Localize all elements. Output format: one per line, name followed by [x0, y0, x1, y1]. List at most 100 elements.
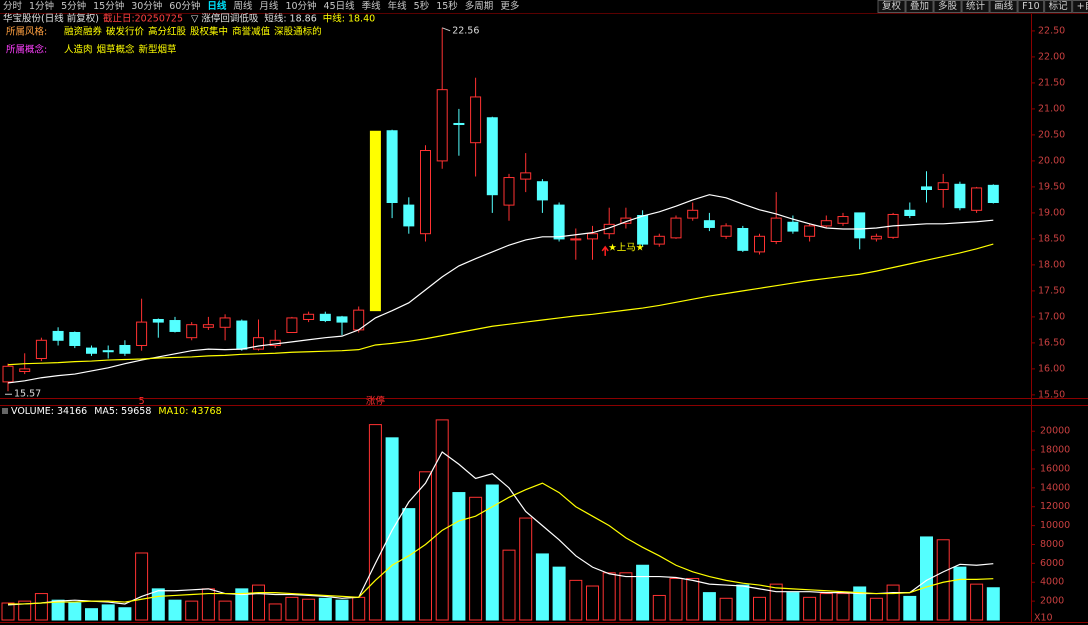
period-tab[interactable]: 30分钟: [131, 0, 162, 12]
volume-bar: [34, 593, 48, 621]
volume-bar: [51, 599, 65, 621]
tag: 商誉减值: [232, 26, 271, 38]
period-tab[interactable]: 5秒: [414, 0, 430, 12]
volume-bar: [986, 587, 1000, 621]
signal-label: ★上马★: [608, 242, 644, 253]
candle-body: [336, 316, 348, 323]
candle-body: [152, 318, 164, 323]
y-tick-label: 8000: [1040, 539, 1064, 550]
toolbar-button-label[interactable]: 统计: [966, 0, 986, 12]
y-tick-label: 17.00: [1038, 311, 1065, 322]
volume-bar: [318, 597, 332, 621]
volume-bar: [1, 602, 15, 621]
period-tab[interactable]: 15分钟: [93, 0, 124, 12]
candle-body: [69, 331, 81, 346]
volume-bar: [502, 549, 516, 621]
period-tab[interactable]: 周线: [233, 0, 253, 12]
toolbar-button[interactable]: [961, 0, 990, 13]
period-tab[interactable]: 更多: [500, 0, 519, 12]
y-tick-label: 20.50: [1038, 129, 1065, 140]
y-tick-label: 21.00: [1038, 103, 1065, 114]
volume-bar: [586, 585, 599, 621]
event-marker: 5: [139, 396, 145, 407]
period-tab[interactable]: 多周期: [465, 0, 494, 12]
candle-body: [637, 214, 649, 245]
y-tick-label: 6000: [1040, 558, 1064, 569]
toolbar-button[interactable]: [989, 0, 1018, 13]
toolbar-button[interactable]: [905, 0, 934, 13]
legend-value: 43768: [191, 406, 221, 417]
y-tick-label: 16.00: [1038, 363, 1065, 374]
tag: 股权集中: [190, 26, 228, 38]
candle-body: [587, 233, 598, 240]
volume-bar: [636, 564, 650, 621]
period-tab[interactable]: 分时: [3, 0, 23, 12]
candle-body: [553, 204, 565, 240]
y-tick-label: 16.50: [1038, 337, 1065, 348]
volume-bar: [469, 496, 483, 621]
candle-body: [453, 122, 465, 126]
toolbar-button-label[interactable]: F10: [1022, 1, 1040, 12]
strategy-name: ▽ 涨停回调低吸: [191, 13, 259, 25]
period-tab[interactable]: 年线: [388, 0, 408, 12]
candle-body: [754, 235, 765, 253]
period-tab[interactable]: 10分钟: [285, 0, 316, 12]
toolbar-button[interactable]: [1072, 0, 1088, 13]
candle-body: [804, 225, 816, 237]
toolbar-button-label[interactable]: 画线: [994, 0, 1014, 12]
legend-value: 34166: [57, 406, 87, 417]
moving-average-line: [7, 451, 994, 606]
signal-arrow: [601, 245, 609, 256]
y-tick-label: 17.50: [1038, 285, 1065, 296]
candle-body: [503, 177, 515, 206]
period-tab[interactable]: 季线: [362, 0, 382, 12]
period-tab[interactable]: 60分钟: [169, 0, 200, 12]
y-tick-label: 4000: [1040, 577, 1064, 588]
toolbar-button[interactable]: [877, 0, 906, 13]
volume-bar: [235, 588, 249, 621]
y-tick-label: 18.50: [1038, 233, 1065, 244]
candle-body: [720, 225, 732, 237]
period-tab[interactable]: 5分钟: [61, 0, 86, 12]
toolbar-button[interactable]: [1017, 0, 1045, 13]
y-tick-label: 18000: [1040, 445, 1070, 456]
volume-bar: [786, 592, 800, 621]
volume-bar: [302, 598, 316, 621]
volume-bar: [953, 566, 967, 621]
period-tab[interactable]: 月线: [259, 0, 279, 12]
volume-bar: [218, 600, 232, 621]
tag: 破发行价: [106, 26, 145, 38]
period-tab[interactable]: 45日线: [324, 0, 356, 12]
volume-bar: [252, 584, 265, 621]
candle-body: [820, 220, 832, 227]
candle-body: [971, 187, 983, 211]
y-tick-label: 21.50: [1038, 77, 1065, 88]
volume-bar: [836, 593, 850, 621]
volume-bar: [519, 517, 533, 621]
period-tab[interactable]: 1分钟: [29, 0, 54, 12]
high-pointer: [442, 27, 451, 32]
period-tab[interactable]: 日线: [207, 0, 227, 12]
legend-label: MA5:: [94, 406, 118, 417]
volume-bar: [18, 600, 32, 621]
toolbar-button[interactable]: [933, 0, 962, 13]
toolbar-button-label[interactable]: 复权: [882, 0, 902, 12]
volume-bar: [769, 583, 783, 621]
toolbar-button-label[interactable]: +自选: [1077, 0, 1088, 12]
toolbar-button-label[interactable]: 多股: [938, 0, 958, 12]
candle-body: [236, 320, 248, 350]
candle-body: [486, 117, 498, 196]
period-tab[interactable]: 15秒: [436, 0, 458, 12]
volume-bar: [970, 583, 984, 621]
candle-body: [837, 216, 849, 224]
toolbar-button-label[interactable]: 叠加: [910, 1, 929, 12]
toolbar-button-label[interactable]: 标记: [1049, 0, 1069, 12]
tag-label: 所属风格:: [6, 26, 47, 38]
toolbar-button[interactable]: [1044, 0, 1073, 13]
tag: 人造肉: [64, 44, 93, 56]
volume-bar: [285, 596, 299, 621]
volume-bar: [819, 593, 833, 621]
volume-bar: [552, 566, 566, 621]
candle-body: [937, 182, 949, 191]
